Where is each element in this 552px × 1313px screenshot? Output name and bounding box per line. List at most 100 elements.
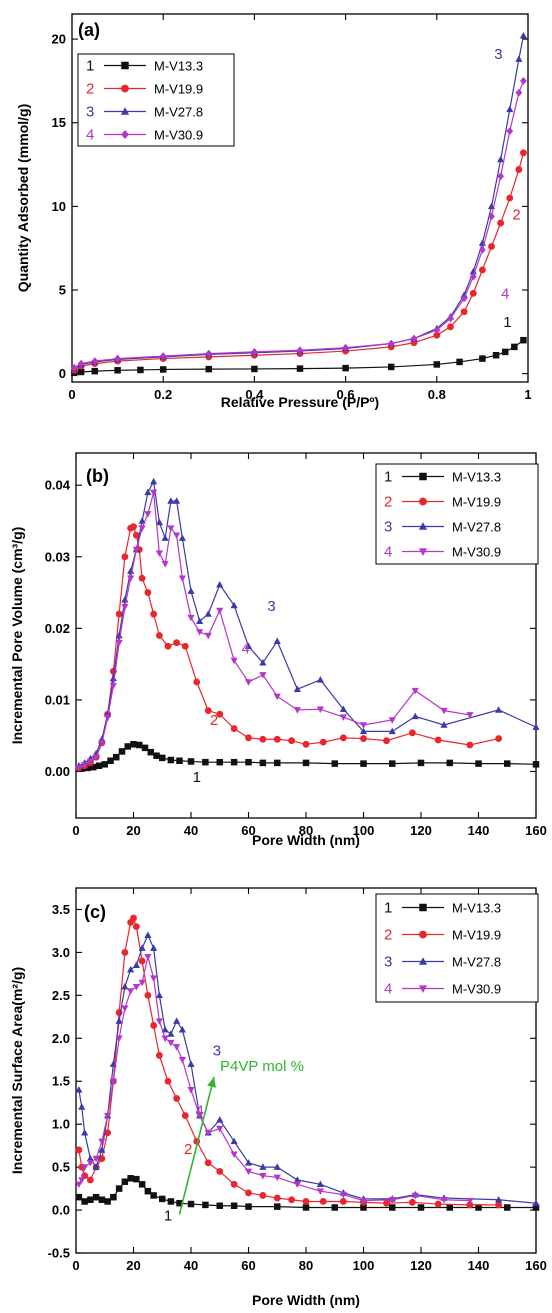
data-point — [216, 580, 224, 588]
x-tick-label: 140 — [468, 1258, 490, 1273]
data-point — [75, 1146, 83, 1154]
data-point — [187, 1200, 195, 1208]
data-point — [77, 368, 85, 376]
data-point — [274, 1203, 281, 1210]
legend-label: M-V13.3 — [154, 59, 203, 74]
data-point — [433, 326, 441, 335]
data-point — [109, 1078, 117, 1085]
data-point — [124, 743, 131, 750]
y-tick-label: 0 — [59, 366, 66, 381]
data-point — [230, 1180, 238, 1188]
data-point — [92, 1155, 100, 1163]
data-point — [519, 32, 528, 39]
data-point — [273, 1194, 281, 1202]
x-tick-label: 160 — [525, 1258, 547, 1273]
data-point — [497, 219, 505, 227]
data-point — [532, 1199, 540, 1206]
y-tick-label: 0.00 — [45, 764, 70, 779]
data-point — [196, 617, 204, 624]
data-point — [121, 1178, 129, 1185]
panel-c: 0 20 40 60 80 100 120 140 160 -0.5 0.0 0.5 1.0 1.5 2.0… — [9, 887, 547, 1308]
data-point — [159, 352, 167, 360]
trend-arrow-label: P4VP mol % — [220, 1058, 304, 1075]
data-point — [86, 758, 94, 766]
data-point — [204, 707, 212, 715]
trend-arrow-head — [207, 1076, 216, 1088]
legend: 1 M-V13.3 2 M-V19.9 3 M-V27.8 4 M-V30.9 — [77, 53, 235, 147]
x-tick-label: 80 — [299, 823, 313, 838]
data-point — [176, 1199, 183, 1207]
legend-index: 3 — [86, 104, 94, 121]
data-point — [127, 965, 135, 973]
data-point — [138, 574, 146, 582]
data-point — [150, 489, 158, 497]
data-point — [133, 1175, 140, 1183]
data-point — [101, 761, 108, 768]
x-tick-label: 60 — [241, 823, 255, 838]
legend-box — [77, 53, 235, 147]
data-point — [360, 735, 367, 742]
data-point — [389, 760, 396, 767]
data-point — [245, 734, 252, 742]
data-point — [339, 705, 347, 712]
data-point — [302, 1198, 310, 1205]
data-point — [495, 706, 503, 713]
data-point — [259, 759, 267, 767]
data-point — [132, 961, 140, 969]
data-point — [75, 1193, 83, 1201]
data-point — [434, 1200, 442, 1208]
x-tick-label: 0 — [72, 823, 79, 838]
data-point — [104, 715, 112, 722]
data-point — [440, 721, 448, 728]
y-tick-label: 0.03 — [45, 549, 70, 564]
data-point — [109, 682, 117, 690]
legend-index: 2 — [86, 81, 94, 98]
legend-marker — [418, 522, 428, 530]
data-point — [273, 693, 281, 701]
data-point — [259, 658, 267, 666]
data-point — [388, 727, 396, 735]
data-point — [230, 1151, 238, 1158]
curve-label: 3 — [213, 1042, 221, 1059]
data-point — [91, 367, 99, 375]
data-point — [410, 334, 418, 343]
data-point — [359, 722, 368, 729]
data-point — [302, 1204, 310, 1211]
y-tick-label: 0.01 — [45, 692, 70, 707]
data-point — [506, 194, 514, 202]
curve-label: 1 — [164, 1207, 172, 1224]
data-point — [478, 266, 486, 274]
data-point — [230, 725, 238, 732]
data-point — [387, 339, 395, 348]
data-point — [506, 127, 514, 135]
data-point — [78, 1177, 86, 1184]
legend-index: 1 — [384, 900, 392, 917]
data-point — [115, 1035, 123, 1043]
data-point — [216, 710, 224, 718]
legend-label: M-V30.9 — [452, 982, 501, 997]
data-point — [167, 1198, 175, 1205]
curve-label: 1 — [193, 769, 201, 786]
data-point — [204, 1130, 212, 1137]
panel-label: (a) — [78, 20, 100, 40]
data-point — [115, 1017, 123, 1024]
data-point — [115, 631, 123, 639]
data-point — [173, 497, 181, 504]
data-point — [132, 984, 140, 991]
data-point — [75, 1181, 83, 1189]
y-tick-label: 0.0 — [52, 1203, 70, 1218]
x-tick-label: 0 — [68, 387, 75, 402]
data-point — [159, 1195, 166, 1203]
curve-label: 4 — [195, 1103, 203, 1120]
data-point — [114, 354, 122, 363]
data-point — [92, 1193, 100, 1201]
legend-label: M-V30.9 — [452, 545, 501, 560]
data-point — [132, 546, 140, 554]
data-point — [515, 166, 523, 173]
data-point — [150, 1192, 157, 1199]
data-point — [196, 629, 204, 636]
x-axis-title: Pore Width (nm) — [252, 1292, 360, 1308]
data-point — [259, 672, 267, 679]
panel-label: (b) — [86, 466, 109, 486]
data-point — [339, 714, 347, 721]
